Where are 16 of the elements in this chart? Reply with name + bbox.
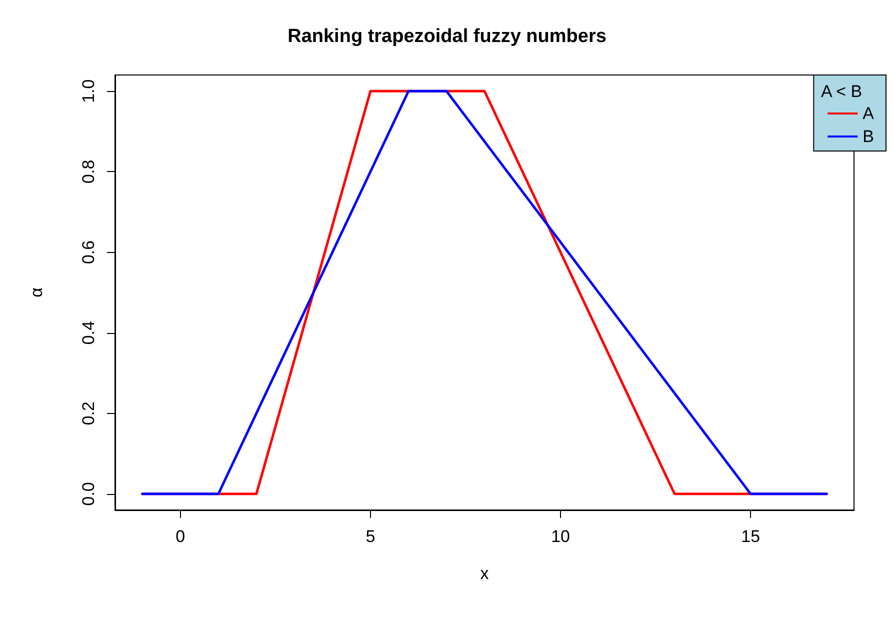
y-tick-label: 0.2 <box>79 402 98 426</box>
legend-label: B <box>862 127 874 146</box>
x-tick-label: 10 <box>551 527 570 546</box>
y-axis-title: α <box>27 287 46 298</box>
y-tick-label: 0.6 <box>79 240 98 264</box>
x-tick-label: 15 <box>741 527 760 546</box>
x-axis-title: x <box>480 564 490 583</box>
y-tick-label: 0.8 <box>79 160 98 184</box>
y-tick-label: 0.4 <box>79 320 98 345</box>
legend-title: A < B <box>820 82 862 101</box>
y-tick-label: 0.0 <box>79 482 98 506</box>
legend-label: A <box>862 104 875 123</box>
x-tick-label: 5 <box>366 527 376 546</box>
y-tick-label: 1.0 <box>79 79 98 103</box>
chart-title: Ranking trapezoidal fuzzy numbers <box>288 26 606 47</box>
x-tick-label: 0 <box>176 527 186 546</box>
